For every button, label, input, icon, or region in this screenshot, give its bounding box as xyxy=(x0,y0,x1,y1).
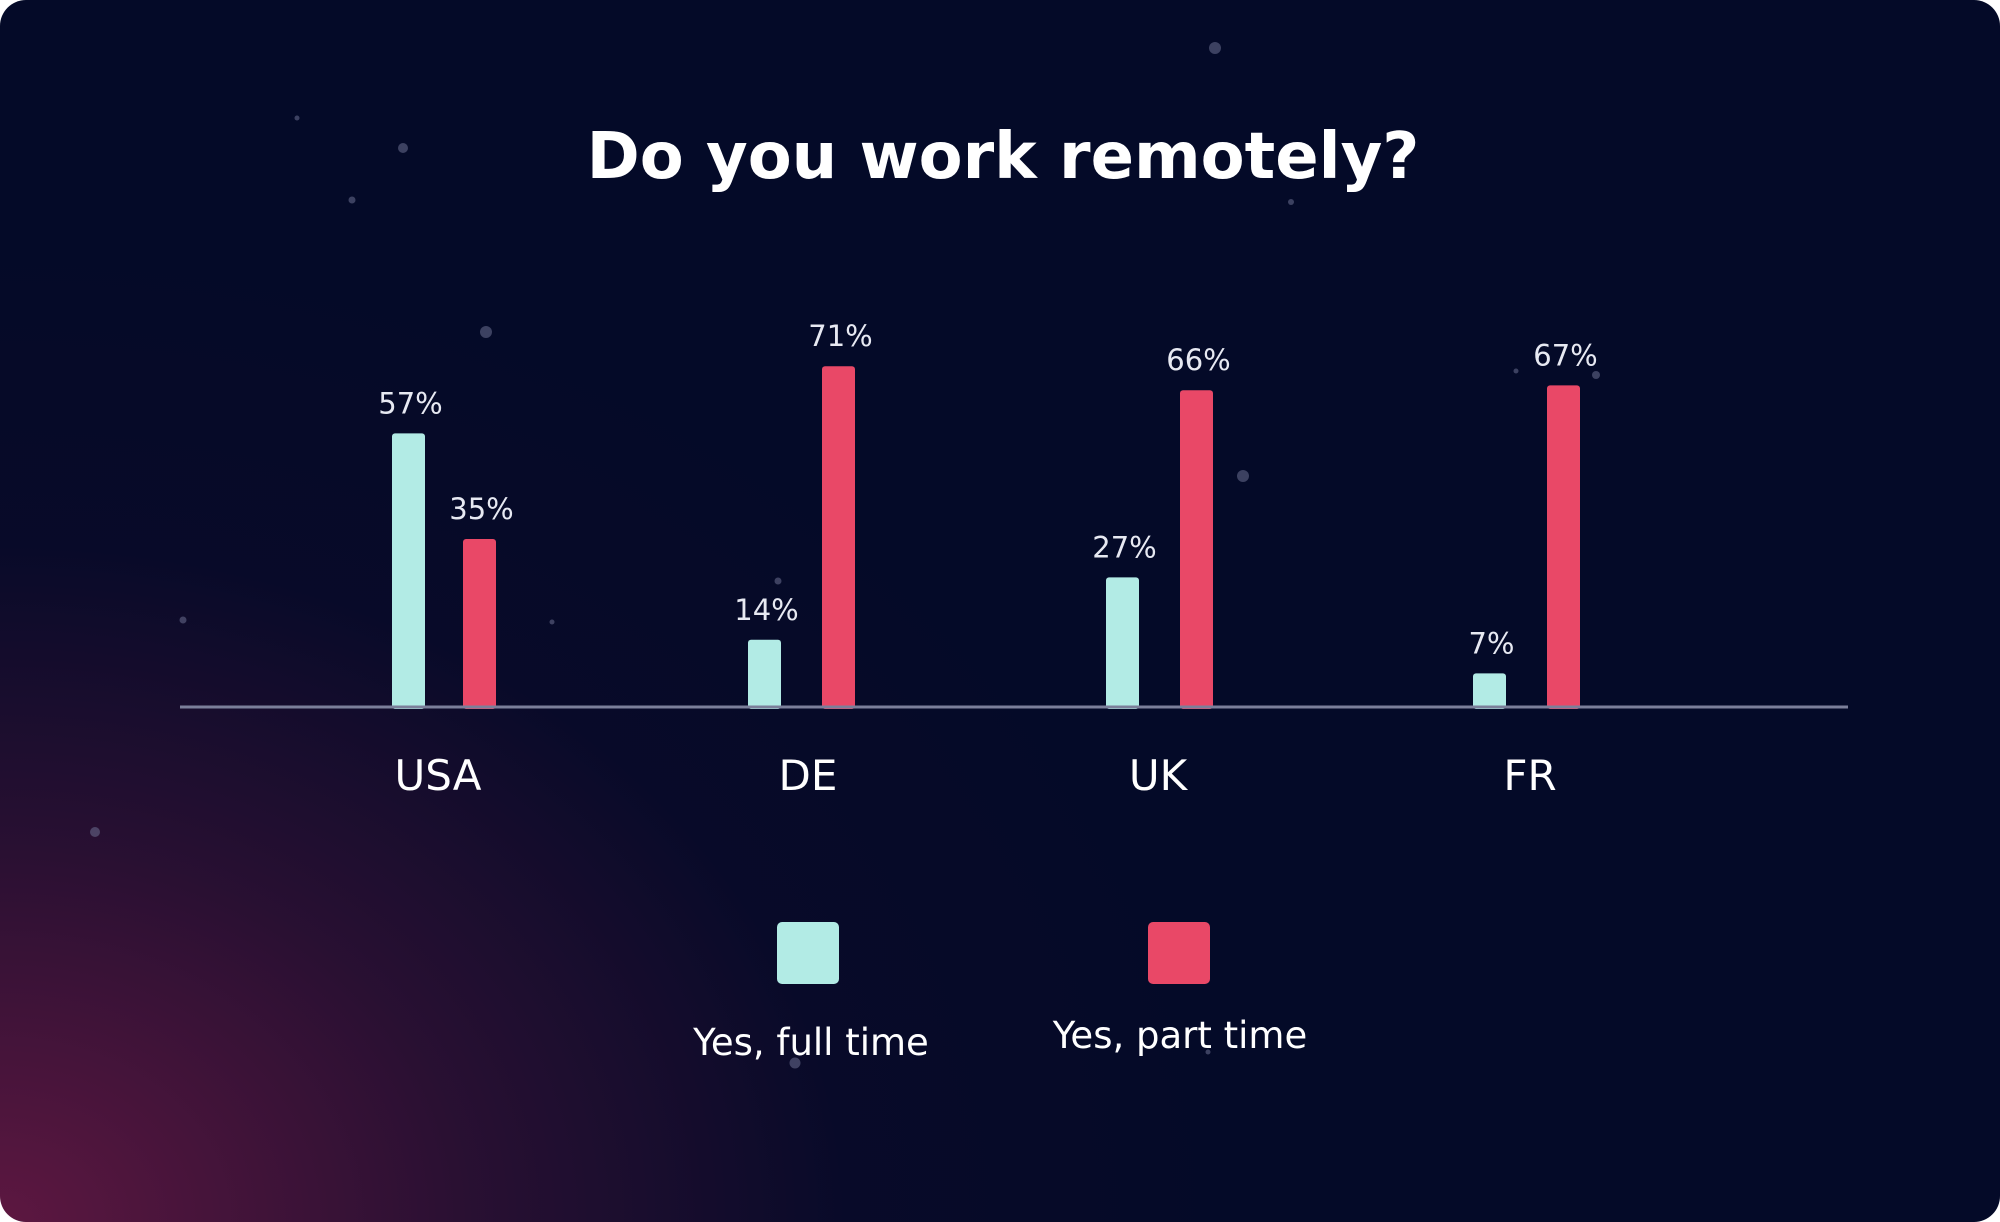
bar-value-label: 71% xyxy=(808,319,872,353)
bar-part-time-usa xyxy=(463,539,496,709)
category-label: DE xyxy=(779,751,838,800)
bar-value-label: 7% xyxy=(1468,626,1514,660)
bar-part-time-fr xyxy=(1547,385,1580,709)
background-dot xyxy=(1592,371,1600,379)
legend-label: Yes, full time xyxy=(692,1021,929,1064)
category-label: FR xyxy=(1503,751,1556,800)
background-dots xyxy=(90,42,1600,1069)
background-dot xyxy=(1237,470,1249,482)
bar-full-time-uk xyxy=(1106,577,1139,709)
bar-value-label: 14% xyxy=(734,593,798,627)
bar-part-time-uk xyxy=(1180,390,1213,709)
category-label: USA xyxy=(395,751,482,800)
bar-value-label: 27% xyxy=(1092,530,1156,564)
legend-swatch xyxy=(777,922,839,984)
background-dot xyxy=(294,115,300,121)
background-dot xyxy=(348,196,356,204)
bar-group: 57% 14% 27% 7% 35% 71% 66% 67% xyxy=(378,319,1598,709)
bar-full-time-fr xyxy=(1473,673,1506,709)
background-dot xyxy=(1288,199,1294,205)
bar-value-label: 57% xyxy=(378,386,442,420)
background-dot xyxy=(1209,42,1221,54)
bar-full-time-usa xyxy=(392,433,425,709)
background-dot xyxy=(1513,368,1519,374)
background-dot xyxy=(774,577,782,585)
bar-value-label: 35% xyxy=(449,492,513,526)
legend-label: Yes, part time xyxy=(1052,1014,1307,1057)
bar-full-time-de xyxy=(748,639,781,709)
bar-part-time-de xyxy=(822,366,855,709)
background-dot xyxy=(398,143,408,153)
background-dot xyxy=(179,616,187,624)
background-dot xyxy=(549,619,555,625)
background-dot xyxy=(1205,1049,1211,1055)
legend: Yes, full time Yes, part time xyxy=(692,922,1307,1064)
legend-swatch xyxy=(1148,922,1210,984)
background-dot xyxy=(480,326,492,338)
bar-value-label: 67% xyxy=(1533,338,1597,372)
chart-title: Do you work remotely? xyxy=(587,120,1420,194)
background-dot xyxy=(90,827,100,837)
category-label: UK xyxy=(1129,751,1189,800)
category-labels: USA DE UK FR xyxy=(395,751,1557,800)
bar-value-label: 66% xyxy=(1166,343,1230,377)
background-dot xyxy=(789,1057,801,1069)
